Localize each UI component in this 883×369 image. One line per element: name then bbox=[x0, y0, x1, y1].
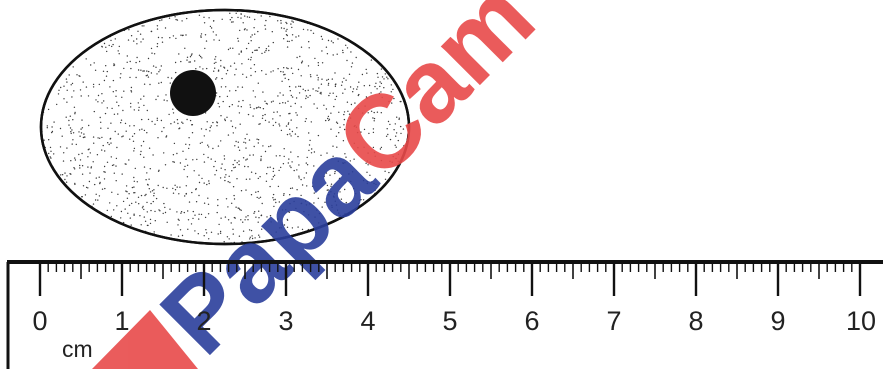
cell-diagram bbox=[39, 8, 411, 246]
cell-outline bbox=[39, 8, 411, 246]
ruler-ticks bbox=[38, 262, 862, 296]
ruler-label: 7 bbox=[606, 306, 621, 336]
ruler-label: 10 bbox=[846, 306, 876, 336]
ruler-label: 1 bbox=[114, 306, 129, 336]
ruler-labels: 0 1 2 3 4 5 6 7 8 9 10 bbox=[32, 306, 876, 336]
ruler-label: 8 bbox=[688, 306, 703, 336]
ruler-label: 0 bbox=[32, 306, 47, 336]
nucleus bbox=[170, 70, 216, 116]
ruler-label: 6 bbox=[524, 306, 539, 336]
ruler-label: 3 bbox=[278, 306, 293, 336]
ruler-label: 9 bbox=[770, 306, 785, 336]
ruler-unit-label: cm bbox=[62, 336, 93, 362]
ruler-label: 2 bbox=[196, 306, 211, 336]
watermark-triangle-icon bbox=[92, 310, 198, 369]
ruler: 0 1 2 3 4 5 6 7 8 9 10 cm bbox=[6, 260, 883, 369]
ruler-label: 5 bbox=[442, 306, 457, 336]
ruler-label: 4 bbox=[360, 306, 375, 336]
